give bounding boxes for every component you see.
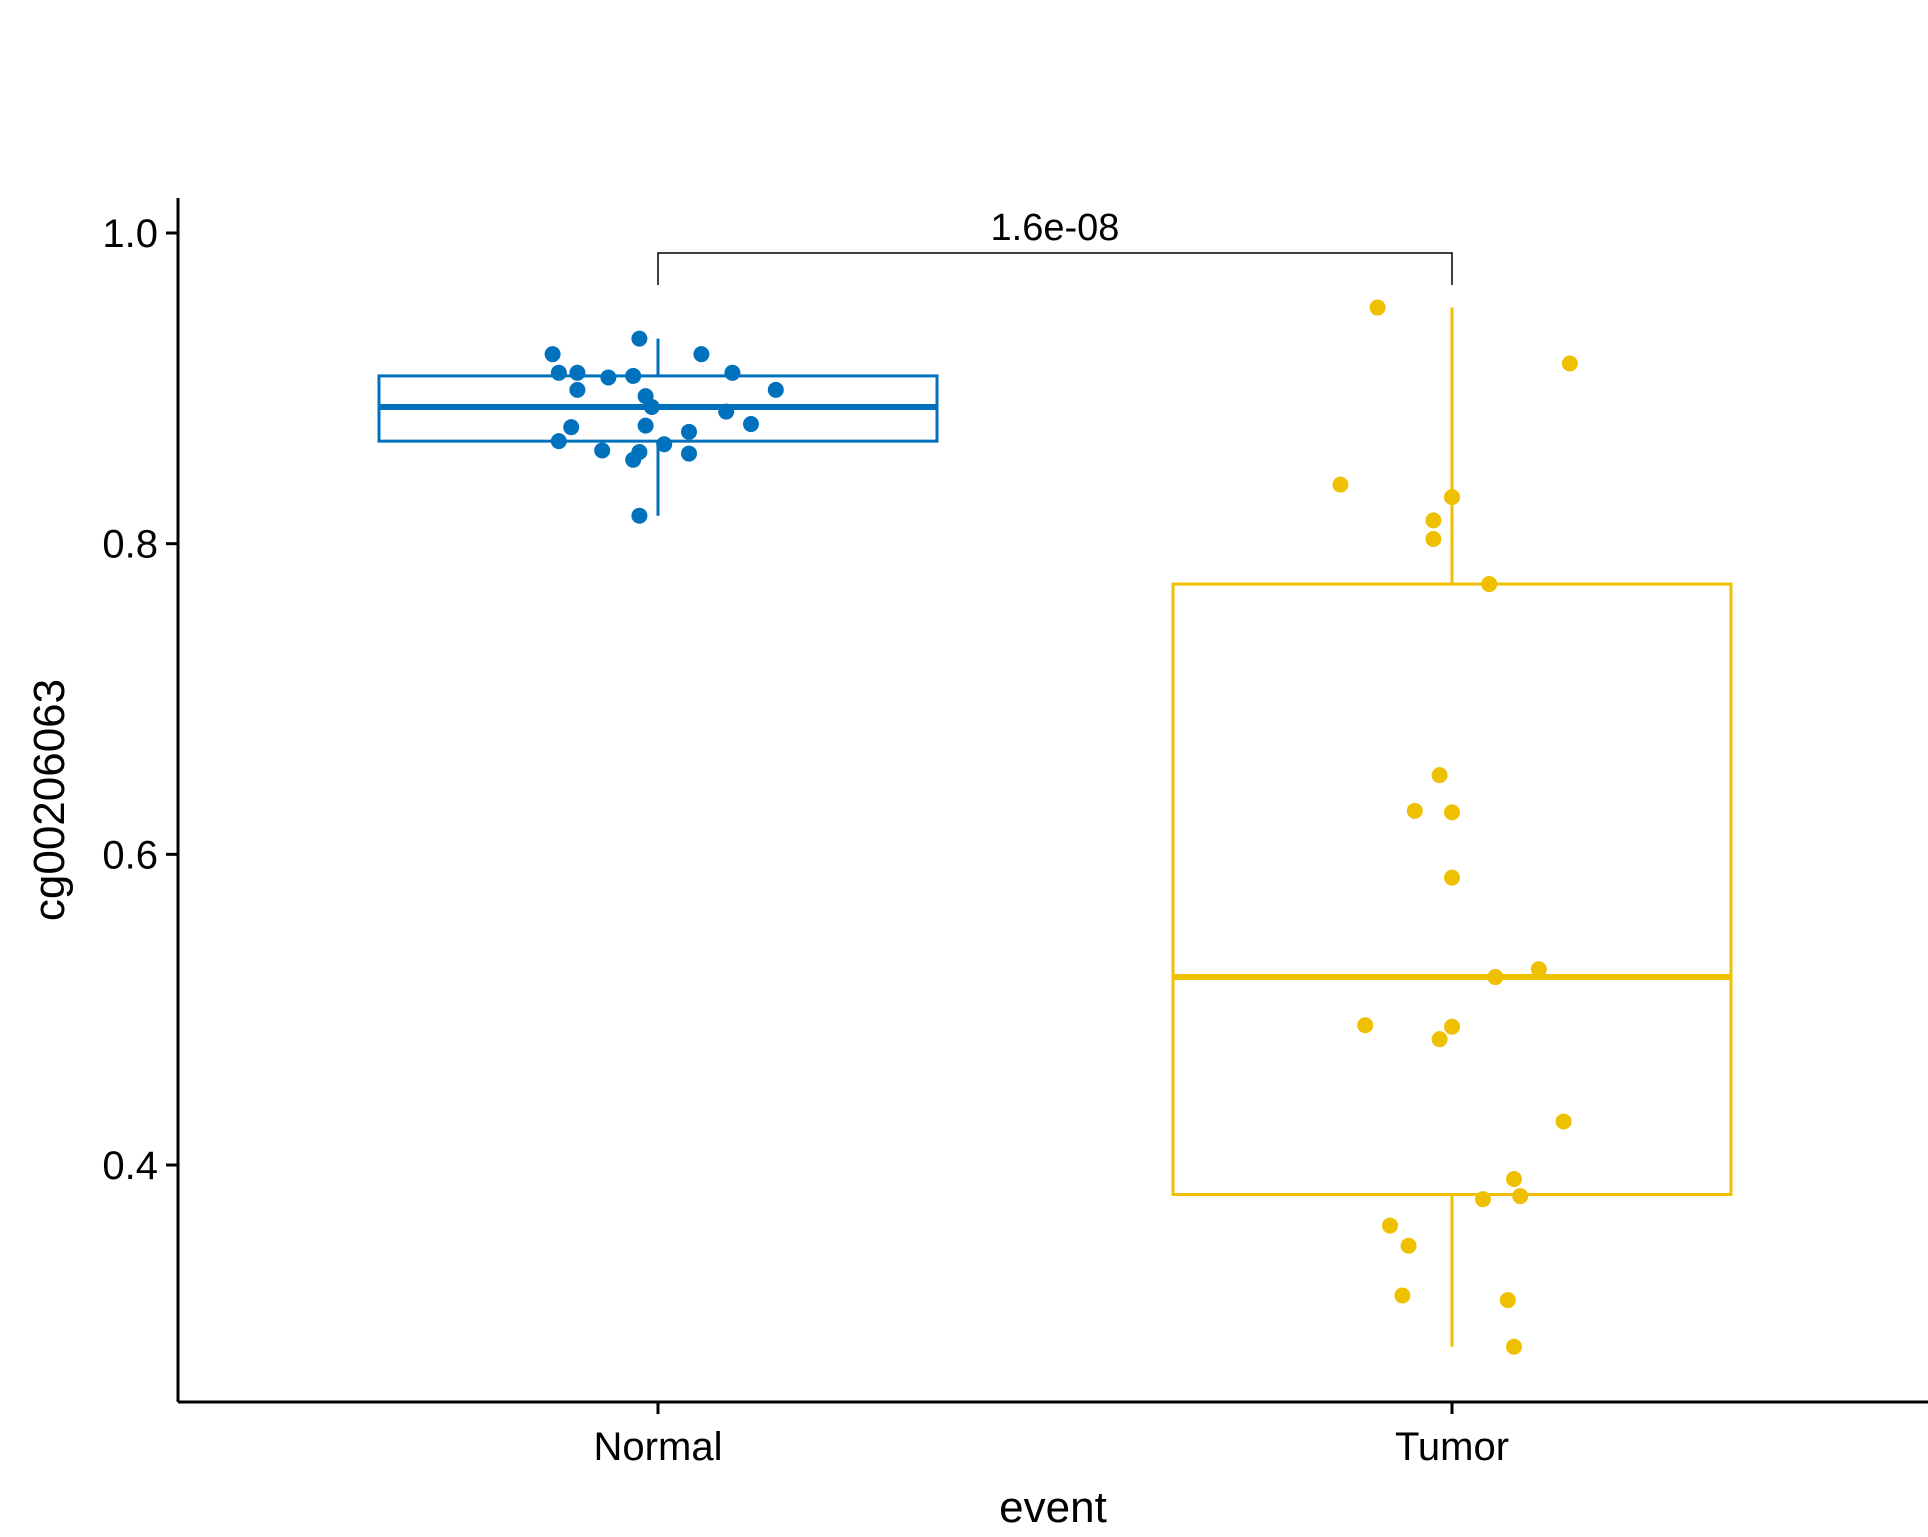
data-point (600, 369, 617, 386)
data-point (1431, 767, 1448, 784)
data-point (569, 364, 586, 381)
y-tick-label: 1.0 (102, 212, 158, 256)
data-point (550, 364, 567, 381)
data-point (724, 364, 741, 381)
data-point (1444, 1018, 1460, 1035)
x-tick-label: Tumor (1395, 1425, 1509, 1469)
axes: 0.4 0.6 0.8 1.0 Normal Tumor (102, 198, 1928, 1469)
comparison-bracket: 1.6e-08 (657, 207, 1453, 285)
p-value-label: 1.6e-08 (991, 207, 1120, 249)
data-point (569, 381, 586, 398)
y-ticks: 0.4 0.6 0.8 1.0 (102, 212, 178, 1188)
data-point (1561, 355, 1578, 372)
data-point (631, 330, 648, 347)
data-point (681, 423, 697, 440)
box-tumor (1171, 307, 1733, 1347)
y-tick-label: 0.4 (102, 1144, 158, 1188)
data-point (743, 416, 759, 433)
data-point (1499, 1292, 1516, 1309)
y-tick-label: 0.6 (102, 833, 158, 877)
data-point (693, 346, 710, 363)
data-point (594, 442, 611, 459)
bracket-line (657, 252, 1453, 285)
data-point (1369, 299, 1386, 316)
data-point (1357, 1017, 1374, 1034)
data-point (1481, 576, 1498, 593)
y-axis-title: cg00206063 (25, 679, 74, 921)
data-point (1555, 1113, 1572, 1130)
data-point (1382, 1217, 1398, 1234)
data-point (1444, 489, 1460, 506)
points (544, 299, 1578, 1355)
data-point (1406, 802, 1423, 819)
data-point (1530, 961, 1547, 978)
x-tick-label: Normal (594, 1425, 723, 1469)
box-iqr (1171, 582, 1733, 1197)
data-point (625, 367, 642, 384)
data-point (1332, 476, 1349, 493)
data-point (718, 403, 735, 420)
data-point (643, 398, 660, 415)
boxes (377, 307, 1733, 1347)
data-point (1444, 869, 1460, 886)
data-point (1400, 1237, 1417, 1254)
y-tick-label: 0.8 (102, 523, 158, 567)
x-ticks: Normal Tumor (594, 1402, 1509, 1469)
data-point (1431, 1031, 1448, 1048)
data-point (1506, 1338, 1522, 1355)
data-point (1394, 1287, 1411, 1304)
x-axis-title: event (999, 1483, 1107, 1532)
data-point (1512, 1188, 1529, 1205)
data-point (681, 445, 697, 462)
data-point (625, 451, 642, 468)
data-point (1506, 1170, 1522, 1187)
data-point (631, 507, 648, 524)
data-point (1425, 512, 1442, 529)
data-point (550, 433, 567, 450)
data-point (656, 436, 673, 453)
data-point (1475, 1191, 1491, 1208)
data-point (563, 419, 580, 436)
data-point (1444, 804, 1460, 821)
data-point (767, 381, 784, 398)
data-point (1487, 969, 1504, 986)
data-point (637, 417, 654, 434)
box-normal (377, 338, 939, 516)
data-point (1425, 531, 1442, 548)
data-point (544, 346, 561, 363)
